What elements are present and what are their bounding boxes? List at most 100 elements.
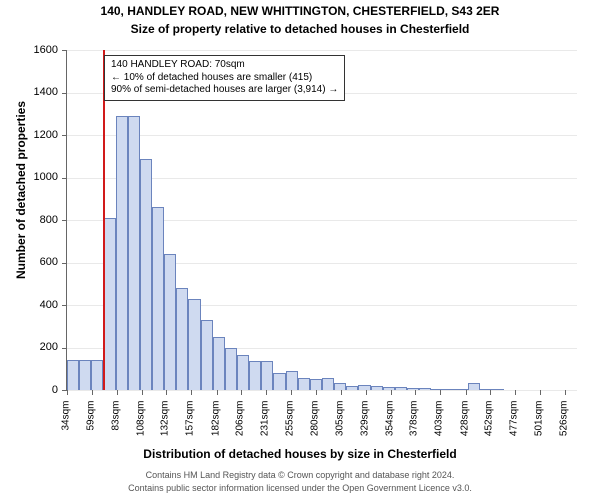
- histogram-bar: [310, 379, 322, 390]
- histogram-bar: [116, 116, 128, 390]
- x-tick-label: 378sqm: [409, 401, 420, 451]
- x-tick-label: 157sqm: [185, 401, 196, 451]
- y-tick: [62, 348, 67, 349]
- histogram-bar: [358, 385, 370, 390]
- x-tick-label: 83sqm: [110, 401, 121, 451]
- y-tick-label: 200: [18, 341, 58, 353]
- x-tick: [440, 390, 441, 395]
- histogram-bar: [395, 387, 407, 390]
- histogram-bar: [334, 383, 346, 390]
- histogram-bar: [431, 389, 443, 390]
- x-tick: [67, 390, 68, 395]
- y-tick-label: 800: [18, 214, 58, 226]
- histogram-bar: [407, 388, 419, 390]
- legend-line-3: 90% of semi-detached houses are larger (…: [111, 84, 338, 97]
- histogram-bar: [225, 348, 237, 391]
- legend-box: 140 HANDLEY ROAD: 70sqm ← 10% of detache…: [104, 55, 345, 101]
- histogram-bar: [249, 361, 261, 390]
- gridline: [67, 390, 577, 391]
- histogram-bar: [152, 207, 164, 390]
- y-tick-label: 400: [18, 299, 58, 311]
- x-tick: [565, 390, 566, 395]
- y-tick: [62, 135, 67, 136]
- x-tick-label: 231sqm: [260, 401, 271, 451]
- y-tick-label: 1400: [18, 86, 58, 98]
- y-tick-label: 1000: [18, 171, 58, 183]
- chart-title-line2: Size of property relative to detached ho…: [0, 22, 600, 36]
- histogram-bar: [286, 371, 298, 390]
- x-tick: [266, 390, 267, 395]
- legend-line-2: ← 10% of detached houses are smaller (41…: [111, 72, 338, 85]
- y-tick: [62, 305, 67, 306]
- footnote-line2: Contains public sector information licen…: [0, 483, 600, 493]
- histogram-bar: [176, 288, 188, 390]
- histogram-bar: [443, 389, 455, 390]
- histogram-bar: [91, 360, 103, 390]
- y-tick-label: 1200: [18, 129, 58, 141]
- x-tick: [241, 390, 242, 395]
- x-tick: [217, 390, 218, 395]
- footnote-line1: Contains HM Land Registry data © Crown c…: [0, 470, 600, 480]
- x-tick-label: 305sqm: [335, 401, 346, 451]
- x-tick: [166, 390, 167, 395]
- y-tick: [62, 178, 67, 179]
- gridline: [67, 135, 577, 136]
- y-tick-label: 0: [18, 384, 58, 396]
- y-tick: [62, 220, 67, 221]
- y-tick: [62, 93, 67, 94]
- chart-container: { "title_line1": "140, HANDLEY ROAD, NEW…: [0, 0, 600, 500]
- histogram-bar: [237, 355, 249, 390]
- x-tick-label: 182sqm: [210, 401, 221, 451]
- x-tick-label: 108sqm: [135, 401, 146, 451]
- gridline: [67, 50, 577, 51]
- x-tick: [117, 390, 118, 395]
- x-tick: [391, 390, 392, 395]
- x-tick-label: 329sqm: [359, 401, 370, 451]
- x-tick: [490, 390, 491, 395]
- histogram-bar: [346, 386, 358, 390]
- x-tick: [291, 390, 292, 395]
- x-tick: [415, 390, 416, 395]
- histogram-bar: [298, 378, 310, 390]
- histogram-bar: [79, 360, 91, 390]
- histogram-bar: [67, 360, 79, 390]
- x-tick: [92, 390, 93, 395]
- x-tick-label: 255sqm: [284, 401, 295, 451]
- histogram-bar: [383, 387, 395, 390]
- x-tick-label: 354sqm: [384, 401, 395, 451]
- y-tick-label: 1600: [18, 44, 58, 56]
- x-tick: [191, 390, 192, 395]
- x-tick-label: 206sqm: [235, 401, 246, 451]
- legend-line-1: 140 HANDLEY ROAD: 70sqm: [111, 59, 338, 72]
- x-tick: [341, 390, 342, 395]
- histogram-bar: [273, 373, 285, 390]
- x-tick-label: 280sqm: [309, 401, 320, 451]
- x-tick-label: 501sqm: [533, 401, 544, 451]
- x-tick-label: 526sqm: [558, 401, 569, 451]
- x-tick-label: 452sqm: [483, 401, 494, 451]
- marker-line: [103, 50, 105, 390]
- histogram-bar: [164, 254, 176, 390]
- x-tick: [366, 390, 367, 395]
- histogram-bar: [261, 361, 273, 390]
- x-tick: [540, 390, 541, 395]
- x-tick: [142, 390, 143, 395]
- y-axis-label: Number of detached properties: [14, 60, 28, 320]
- histogram-bar: [213, 337, 225, 390]
- x-tick-label: 59sqm: [86, 401, 97, 451]
- x-tick-label: 428sqm: [459, 401, 470, 451]
- histogram-bar: [188, 299, 200, 390]
- histogram-bar: [492, 389, 504, 390]
- x-tick-label: 132sqm: [160, 401, 171, 451]
- histogram-bar: [468, 383, 480, 390]
- chart-title-line1: 140, HANDLEY ROAD, NEW WHITTINGTON, CHES…: [0, 4, 600, 18]
- y-tick: [62, 263, 67, 264]
- x-tick: [515, 390, 516, 395]
- y-tick: [62, 50, 67, 51]
- histogram-bar: [419, 388, 431, 390]
- histogram-bar: [128, 116, 140, 390]
- x-tick: [316, 390, 317, 395]
- histogram-bar: [201, 320, 213, 390]
- plot-area: [66, 50, 577, 391]
- x-tick-label: 477sqm: [509, 401, 520, 451]
